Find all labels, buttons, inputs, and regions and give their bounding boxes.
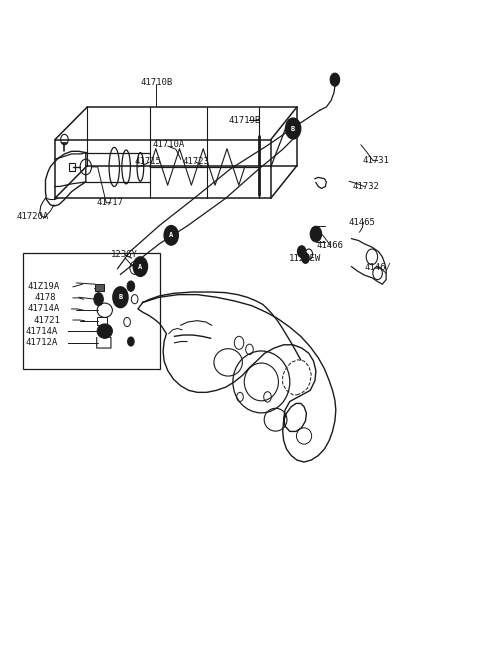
Bar [96,317,107,325]
Circle shape [301,253,309,263]
Text: A: A [138,263,143,269]
Circle shape [113,287,128,307]
Text: 41731: 41731 [362,156,389,165]
Circle shape [128,337,134,346]
Text: B: B [291,125,295,131]
Text: 41710A: 41710A [152,141,184,149]
Text: 41466: 41466 [317,240,344,250]
Text: 41732: 41732 [353,182,380,191]
Text: 41714A: 41714A [25,327,58,336]
Circle shape [330,73,340,86]
Text: 41719B: 41719B [228,116,260,125]
Bar [96,284,104,290]
Circle shape [298,246,306,258]
Circle shape [94,292,103,306]
Text: 41721: 41721 [34,315,60,325]
Circle shape [164,225,179,245]
Ellipse shape [97,324,112,338]
Text: 41712A: 41712A [25,338,58,348]
Bar [69,163,75,171]
Circle shape [133,257,147,277]
Text: 41714A: 41714A [27,304,60,313]
Text: 41Z19A: 41Z19A [27,283,60,291]
Bar [23,253,160,369]
Circle shape [127,281,135,291]
Text: 1129EW: 1129EW [288,254,321,263]
Text: 4146/: 4146/ [364,262,391,271]
Text: 123GY: 123GY [111,250,138,260]
Text: 41717: 41717 [96,198,123,207]
Text: 41715: 41715 [135,156,162,166]
Text: 41720A: 41720A [16,212,48,221]
Text: B: B [118,294,122,300]
Text: 41723: 41723 [182,156,209,166]
Text: 41465: 41465 [348,218,375,227]
Text: A: A [169,233,173,238]
Circle shape [286,118,301,139]
Text: 4178: 4178 [35,294,56,302]
Circle shape [310,226,322,242]
Text: 41710B: 41710B [140,78,173,87]
